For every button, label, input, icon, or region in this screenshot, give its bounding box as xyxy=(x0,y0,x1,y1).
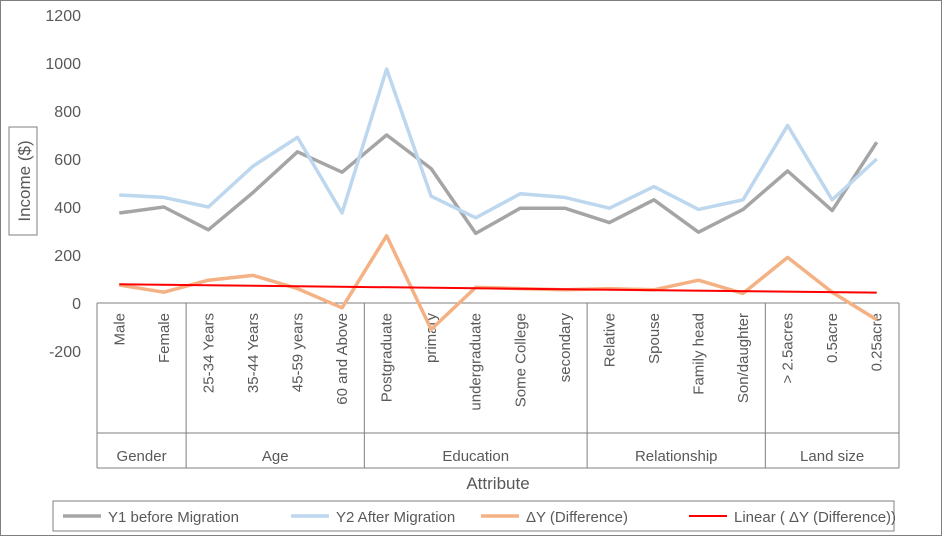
series-line-0 xyxy=(119,133,879,236)
y-tick-label: -200 xyxy=(49,344,81,361)
series-line-2 xyxy=(118,234,878,332)
category-label: Male xyxy=(111,313,128,346)
group-label-4: Land size xyxy=(800,448,864,465)
category-label: undergraduate xyxy=(468,313,485,411)
y-axis-title-box xyxy=(8,126,38,236)
category-label: > 2.5acres xyxy=(780,313,797,383)
category-label: Family head xyxy=(691,313,708,395)
legend-label-3: Linear ( ΔY (Difference)) xyxy=(734,509,896,526)
legend-label-1: Y2 After Migration xyxy=(336,509,455,526)
series-line-1 xyxy=(119,67,878,220)
category-label: 25-34 Years xyxy=(200,313,217,393)
group-label-3: Relationship xyxy=(635,448,718,465)
category-label: 60 and Above xyxy=(334,313,351,405)
group-label-1: Age xyxy=(262,448,289,465)
group-label-2: Education xyxy=(442,448,509,465)
category-label: Relative xyxy=(601,313,618,367)
category-label: 45-59 years xyxy=(290,313,307,392)
group-label-0: Gender xyxy=(117,448,167,465)
y-tick-label: 1200 xyxy=(45,8,81,25)
category-label: Some College xyxy=(512,313,529,407)
y-axis-title: Income ($) xyxy=(15,140,34,221)
series-line-3 xyxy=(119,283,877,294)
category-label: Postgraduate xyxy=(379,313,396,402)
legend-label-0: Y1 before Migration xyxy=(108,509,239,526)
x-axis-title: Attribute xyxy=(466,474,529,493)
category-label: 35-44 Years xyxy=(245,313,262,393)
category-label: secondary xyxy=(557,313,574,383)
category-label: Spouse xyxy=(646,313,663,364)
y-tick-label: 800 xyxy=(54,104,81,121)
category-label: Son/daughter xyxy=(735,313,752,403)
legend-box xyxy=(52,500,895,532)
category-label: 0.25acre xyxy=(869,313,886,371)
legend-label-2: ΔY (Difference) xyxy=(526,509,628,526)
y-tick-label: 1000 xyxy=(45,56,81,73)
category-label: 0.5acre xyxy=(824,313,841,363)
category-label: Female xyxy=(156,313,173,363)
y-tick-label: 0 xyxy=(72,296,81,313)
y-tick-label: 600 xyxy=(54,152,81,169)
y-tick-label: 200 xyxy=(54,248,81,265)
y-tick-label: 400 xyxy=(54,200,81,217)
